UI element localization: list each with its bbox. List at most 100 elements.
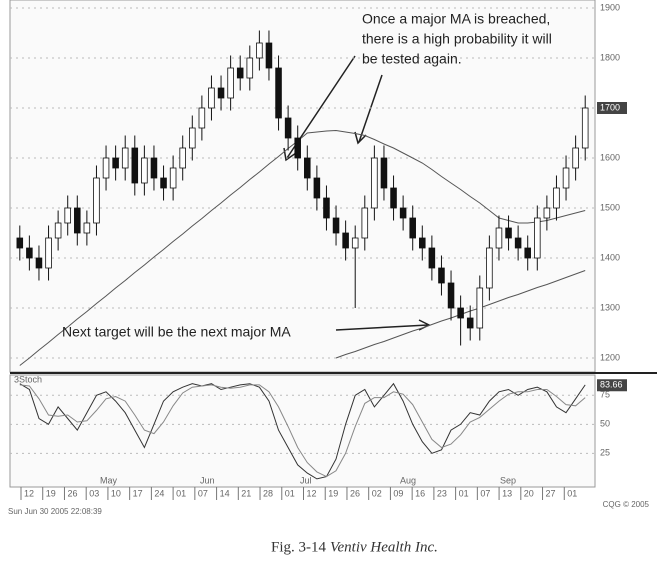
candle-body	[131, 147, 139, 184]
arrow-head	[354, 131, 367, 145]
candle-body	[179, 147, 186, 169]
date-label: 09	[393, 488, 403, 498]
arrow	[335, 324, 429, 331]
candle-body	[189, 127, 196, 149]
line-series	[19, 384, 586, 478]
date-label: 01	[567, 488, 577, 498]
y-tick-label: 1600	[600, 152, 620, 162]
y-tick-label: 75	[600, 390, 610, 400]
candle-body	[495, 227, 503, 249]
candle-body	[160, 177, 167, 189]
candle-body	[562, 167, 570, 189]
candle-body	[265, 42, 273, 69]
date-label: 23	[437, 488, 447, 498]
candle-body	[169, 167, 177, 189]
date-label: 20	[524, 488, 534, 498]
date-label: 02	[372, 488, 382, 498]
copyright: CQG © 2005	[603, 500, 650, 509]
date-label: 24	[154, 488, 164, 498]
candle-body	[256, 42, 263, 59]
line-series	[19, 129, 586, 366]
candle-body	[304, 157, 311, 179]
candle-body	[227, 67, 234, 99]
price-panel	[9, 0, 596, 373]
date-label: 01	[176, 488, 186, 498]
candle-body	[572, 147, 579, 169]
candle-body	[93, 177, 100, 224]
y-tick-label: 1800	[600, 52, 620, 62]
candle-body	[323, 197, 330, 219]
date-label: 01	[459, 488, 469, 498]
annotation: there is a high probability it will	[362, 31, 552, 47]
y-tick-label: 50	[600, 419, 610, 429]
last-value-box	[597, 379, 627, 392]
date-label: 10	[111, 488, 121, 498]
candle-body	[399, 207, 407, 219]
candle-body	[275, 67, 282, 119]
date-label: 03	[89, 488, 99, 498]
date-label: 26	[67, 488, 77, 498]
date-label: 12	[307, 488, 317, 498]
candle-body	[447, 282, 455, 309]
date-label: 26	[350, 488, 360, 498]
candle-body	[35, 257, 43, 269]
annotation: Once a major MA is breached,	[362, 11, 550, 27]
candle-body	[313, 177, 321, 199]
month-label: Aug	[400, 475, 416, 485]
date-label: 17	[133, 488, 143, 498]
candle-body	[217, 87, 225, 99]
candle-body	[198, 107, 206, 129]
candle-body	[457, 307, 464, 319]
candle-body	[236, 67, 244, 79]
y-tick-label: 1900	[600, 2, 620, 12]
y-tick-label: 25	[600, 448, 610, 458]
candle-body	[428, 247, 436, 269]
candle-body	[284, 117, 292, 139]
stoch-label: 3Stoch	[14, 374, 42, 384]
date-label: 01	[285, 488, 295, 498]
date-label: 12	[24, 488, 34, 498]
candle-body	[505, 227, 512, 239]
last-value-label: 83.66	[600, 380, 623, 390]
last-value-label: 1700	[600, 102, 620, 112]
candle-body	[141, 157, 148, 184]
month-label: Jun	[200, 475, 215, 485]
date-label: 27	[546, 488, 556, 498]
candle-body	[581, 107, 589, 149]
caption-name: Ventiv Health Inc.	[330, 539, 438, 555]
candle-body	[26, 247, 33, 259]
date-label: 13	[502, 488, 512, 498]
candle-body	[102, 157, 110, 179]
candle-body	[466, 317, 474, 329]
candle-body	[16, 237, 24, 249]
candle-body	[409, 217, 416, 239]
month-label: May	[100, 475, 118, 485]
y-tick-label: 1300	[600, 302, 620, 312]
candle-body	[419, 237, 426, 249]
candle-body	[208, 87, 215, 109]
candle-body	[524, 247, 531, 259]
stoch-panel	[9, 374, 596, 488]
last-value-box	[597, 102, 627, 114]
annotation: Next target will be the next major MA	[62, 324, 291, 340]
y-tick-label: 1400	[600, 252, 620, 262]
candle-body	[332, 217, 340, 234]
date-label: 14	[220, 488, 230, 498]
candle-body	[476, 287, 484, 329]
candle-body	[486, 247, 493, 289]
candle-body	[438, 267, 445, 284]
date-label: 07	[198, 488, 208, 498]
month-label: Jul	[300, 475, 312, 485]
candle-body	[74, 207, 81, 234]
annotation: be tested again.	[362, 51, 462, 67]
line-series	[19, 382, 586, 480]
candle-body	[553, 187, 560, 209]
candle-body	[54, 222, 62, 239]
candle-body	[361, 207, 369, 239]
y-tick-label: 1200	[600, 352, 620, 362]
candle-body	[246, 57, 254, 79]
caption-label: Fig. 3-14	[271, 539, 327, 555]
candle-body	[294, 137, 301, 159]
month-label: Sep	[500, 475, 516, 485]
candle-body	[150, 157, 158, 179]
